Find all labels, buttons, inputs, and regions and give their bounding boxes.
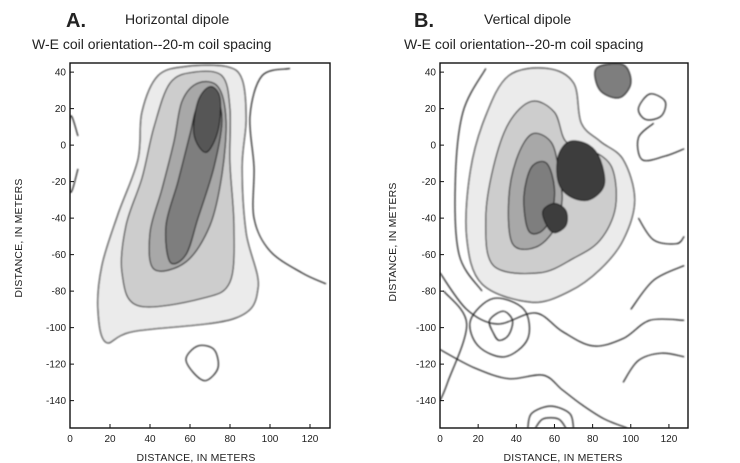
panel-b-isoline-11	[637, 217, 685, 245]
panel-b-y-tick-label: 40	[425, 68, 437, 79]
panel-a-letter: A.	[66, 10, 86, 32]
panel-b-y-tick-label: -100	[416, 323, 436, 334]
panel-b-isoline-3	[488, 310, 514, 342]
panel-a-x-axis-label: DISTANCE, IN METERS	[136, 452, 255, 463]
panel-a-y-tick-label: 0	[60, 141, 66, 152]
panel-b-letter: B.	[414, 10, 434, 32]
panel-a-x-tick-label: 20	[104, 434, 116, 445]
panel-b-contours	[440, 63, 685, 428]
panel-b-y-tick-label: 20	[425, 104, 437, 115]
panel-a-contour-level-5-4	[193, 86, 222, 153]
panel-b-x-tick-label: 60	[549, 434, 561, 445]
panel-b-contour-level-4-6	[594, 63, 632, 99]
panel-b: B. Vertical dipole W-E coil orientation-…	[387, 10, 689, 463]
panel-a-y-tick-label: 40	[55, 68, 67, 79]
panel-b-y-tick-label: -120	[416, 360, 436, 371]
panel-b-y-tick-label: -20	[422, 177, 437, 188]
panel-b-isoline-1	[630, 265, 685, 310]
panel-b-contour-level-5-5	[542, 202, 568, 234]
panel-a-x-tick-label: 0	[67, 434, 73, 445]
panel-a-y-tick-label: -60	[52, 250, 67, 261]
panel-b-x-tick-label: 20	[473, 434, 485, 445]
panel-a-isoline-0	[70, 115, 79, 194]
panel-a-y-tick-label: -100	[46, 323, 66, 334]
panel-b-isoline-12	[440, 290, 468, 401]
panel-b-y-tick-label: -40	[422, 214, 437, 225]
panel-b-frame	[439, 62, 689, 429]
panel-a: A. Horizontal dipole W-E coil orientatio…	[13, 10, 331, 463]
panel-b-subtitle: W-E coil orientation--20-m coil spacing	[404, 36, 643, 52]
panel-b-isoline-0	[454, 68, 487, 292]
panel-b-plot: 0 20 40 60 80 100 120 40 20 0 -20 -40 -60 -80 -100 -120…	[416, 62, 689, 445]
panel-a-x-tick-label: 80	[224, 434, 236, 445]
panel-a-isoline-1	[185, 344, 219, 382]
panel-a-x-tick-label: 100	[262, 434, 279, 445]
panel-b-isoline-5	[440, 348, 628, 428]
panel-a-y-axis-label: DISTANCE, IN METERS	[13, 178, 25, 297]
panel-a-y-tick-label: 20	[55, 104, 67, 115]
panel-b-isoline-9	[636, 122, 685, 162]
panel-a-title: Horizontal dipole	[125, 11, 229, 27]
panel-a-frame	[69, 62, 331, 429]
panel-b-y-tick-label: 0	[430, 141, 436, 152]
panel-a-contours	[70, 64, 327, 382]
panel-a-plot: 0 20 40 60 80 100 120 40 20 0 -20 -40 -60 -80 -100 -120…	[46, 62, 331, 445]
panel-b-isoline-10	[637, 93, 667, 121]
panel-a-y-tick-label: -120	[46, 360, 66, 371]
panel-b-x-tick-label: 0	[437, 434, 443, 445]
panel-b-y-axis-label: DISTANCE, IN METERS	[387, 182, 399, 301]
panel-b-title: Vertical dipole	[484, 11, 571, 27]
panel-a-y-tick-label: -20	[52, 177, 67, 188]
panel-b-x-tick-label: 40	[511, 434, 523, 445]
panel-a-isoline-2	[249, 67, 327, 285]
panel-b-y-tick-label: -60	[422, 250, 437, 261]
panel-b-isoline-6	[527, 405, 575, 428]
panel-a-x-tick-label: 60	[184, 434, 196, 445]
panel-b-x-tick-label: 120	[661, 434, 678, 445]
panel-a-subtitle: W-E coil orientation--20-m coil spacing	[32, 36, 271, 52]
panel-a-x-tick-label: 40	[144, 434, 156, 445]
panel-b-y-tick-label: -140	[416, 396, 436, 407]
panel-a-y-tick-label: -140	[46, 396, 66, 407]
panel-b-contour-level-5-4	[556, 140, 606, 202]
panel-a-x-tick-label: 120	[302, 434, 319, 445]
panel-a-y-tick-label: -40	[52, 214, 67, 225]
panel-b-isoline-2	[440, 272, 685, 347]
panel-b-isoline-8	[622, 352, 685, 383]
panel-b-x-tick-label: 100	[622, 434, 639, 445]
panel-b-y-tick-label: -80	[422, 287, 437, 298]
panel-b-isoline-4	[469, 297, 531, 358]
panel-b-x-axis-label: DISTANCE, IN METERS	[503, 452, 622, 463]
panel-b-x-tick-label: 80	[587, 434, 599, 445]
panel-b-isoline-7	[534, 417, 567, 428]
panel-a-y-tick-label: -80	[52, 287, 67, 298]
